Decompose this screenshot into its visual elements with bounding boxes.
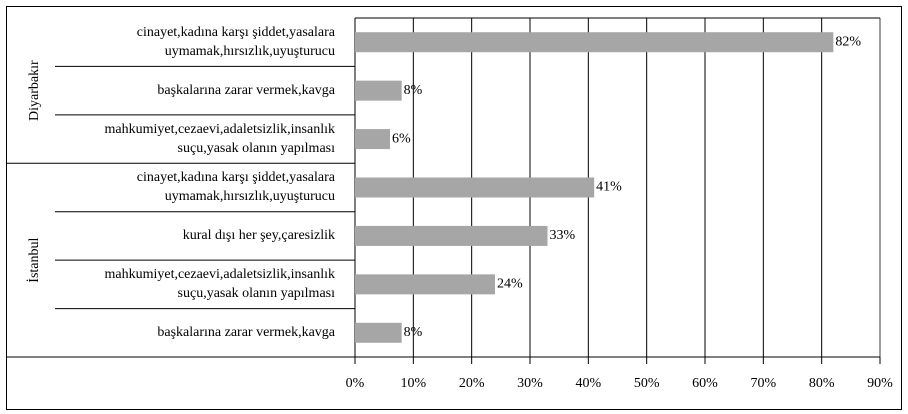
y-tick-label: cinayet,kadına karşı şiddet,yasalara bbox=[137, 170, 336, 185]
bar bbox=[355, 225, 548, 246]
y-tick-label: kural dışı her şey,çaresizlik bbox=[183, 228, 335, 243]
x-tick-label: 90% bbox=[867, 376, 893, 391]
bar bbox=[355, 32, 834, 53]
value-label: 8% bbox=[404, 83, 423, 98]
y-tick-label: suçu,yasak olanın yapılması bbox=[178, 141, 336, 156]
x-tick-label: 70% bbox=[750, 376, 776, 391]
bar bbox=[355, 177, 595, 198]
bar bbox=[355, 274, 495, 295]
y-tick-label: cinayet,kadına karşı şiddet,yasalara bbox=[137, 25, 336, 40]
y-tick-label: mahkumiyet,cezaevi,adaletsizlik,insanlık bbox=[104, 122, 335, 137]
x-tick-label: 10% bbox=[400, 376, 426, 391]
y-tick-label: başkalarına zarar vermek,kavga bbox=[157, 325, 335, 340]
value-label: 41% bbox=[596, 180, 622, 195]
x-tick-label: 20% bbox=[459, 376, 485, 391]
value-label: 24% bbox=[497, 277, 523, 292]
x-tick-label: 30% bbox=[517, 376, 543, 391]
bar bbox=[355, 322, 402, 343]
x-tick-label: 40% bbox=[575, 376, 601, 391]
frame bbox=[6, 6, 902, 410]
y-tick-label: uymamak,hırsızlık,uyuşturucu bbox=[165, 44, 335, 59]
group-label: Diyarbakır bbox=[27, 60, 42, 121]
bar bbox=[355, 129, 390, 150]
y-tick-label: mahkumiyet,cezaevi,adaletsizlik,insanlık bbox=[104, 267, 335, 282]
x-tick-label: 50% bbox=[634, 376, 660, 391]
value-label: 82% bbox=[835, 34, 861, 49]
x-tick-label: 80% bbox=[809, 376, 835, 391]
y-tick-label: suçu,yasak olanın yapılması bbox=[178, 286, 336, 301]
value-label: 6% bbox=[392, 131, 411, 146]
value-label: 33% bbox=[550, 228, 576, 243]
group-label: İstanbul bbox=[26, 237, 42, 282]
value-label: 8% bbox=[404, 325, 423, 340]
x-tick-label: 0% bbox=[346, 376, 365, 391]
x-tick-label: 60% bbox=[692, 376, 718, 391]
y-tick-label: başkalarına zarar vermek,kavga bbox=[157, 83, 335, 98]
y-tick-label: uymamak,hırsızlık,uyuşturucu bbox=[165, 189, 335, 204]
bar bbox=[355, 80, 402, 101]
